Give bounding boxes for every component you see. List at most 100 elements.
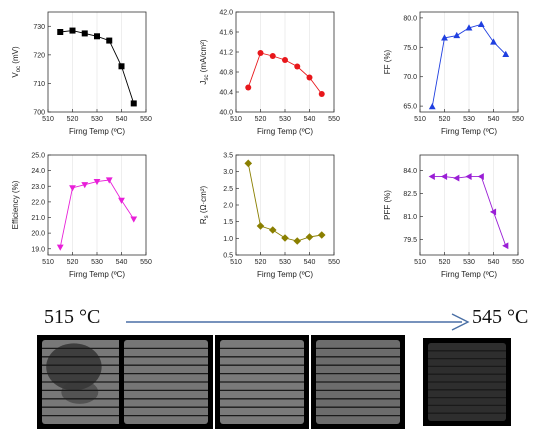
x-axis-label: Firng Temp (ºC)	[69, 127, 125, 136]
data-point	[94, 33, 100, 40]
x-tick-label: 540	[304, 116, 316, 123]
y-tick-label: 79.5	[403, 237, 417, 244]
y-tick-label: 65.0	[403, 104, 417, 111]
y-axis-label-main: PFF (%)	[383, 190, 392, 220]
data-point	[256, 222, 265, 230]
data-point	[81, 30, 88, 37]
chart-3: 510 520 530 540 550 65.0 70.0 75.0 80.0 Firng Tem…	[383, 11, 524, 136]
y-tick-label: 19.0	[31, 246, 45, 253]
y-axis-label-sub: s	[204, 215, 210, 218]
y-axis-label-main: R	[199, 218, 208, 224]
x-tick-label: 540	[488, 259, 500, 266]
data-point	[490, 38, 497, 45]
data-point	[293, 237, 302, 245]
data-point	[244, 159, 253, 168]
y-axis-label: Voc (mV)	[11, 46, 22, 78]
x-axis-label: Firng Temp (ºC)	[257, 270, 313, 279]
x-tick-label: 550	[328, 116, 340, 123]
data-point	[81, 182, 89, 189]
x-tick-label: 510	[230, 116, 242, 123]
x-tick-label: 530	[463, 259, 475, 266]
y-axis-label-main: V	[11, 72, 20, 78]
y-tick-label: 82.5	[403, 191, 417, 198]
x-tick-label: 510	[414, 116, 426, 123]
y-tick-label: 40.0	[219, 110, 233, 117]
el-dark-region	[61, 380, 99, 404]
data-point	[465, 24, 473, 31]
y-tick-label: 75.0	[403, 45, 417, 52]
chart-2: 510 520 530 540 550 40.0 40.4 40.8 41.2 41.6 42.0 F…	[199, 10, 340, 137]
y-tick-label: 21.0	[31, 215, 45, 222]
data-point	[318, 91, 325, 97]
x-tick-label: 520	[255, 116, 267, 123]
data-point	[453, 31, 461, 39]
el-image-515	[37, 335, 131, 429]
x-tick-label: 510	[230, 259, 242, 266]
y-tick-label: 1.5	[223, 219, 233, 226]
data-point	[56, 244, 64, 251]
x-axis-label: Firng Temp (ºC)	[441, 270, 497, 279]
data-point	[105, 177, 113, 184]
data-point	[118, 197, 125, 204]
data-point	[294, 63, 301, 70]
data-point	[93, 178, 101, 186]
y-axis-label-main: Efficiency (%)	[11, 180, 20, 229]
y-tick-label: 700	[33, 110, 45, 117]
data-point	[428, 103, 436, 110]
y-tick-label: 41.2	[219, 50, 233, 57]
y-tick-label: 0.5	[223, 253, 233, 260]
data-point	[245, 84, 252, 91]
x-tick-label: 520	[255, 259, 267, 266]
x-axis-label: Firng Temp (ºC)	[257, 127, 313, 136]
data-point	[477, 173, 484, 180]
y-tick-label: 84.0	[403, 168, 417, 175]
data-point	[502, 242, 509, 250]
y-axis-label-unit: (mA/cm²)	[199, 39, 208, 74]
y-tick-label: 710	[33, 81, 45, 88]
y-tick-label: 720	[33, 52, 45, 59]
y-axis-label-main: FF (%)	[383, 49, 392, 74]
x-axis-label: Firng Temp (ºC)	[441, 127, 497, 136]
y-tick-label: 70.0	[403, 74, 417, 81]
x-tick-label: 510	[42, 116, 54, 123]
el-image-520	[119, 335, 213, 429]
y-tick-label: 24.0	[31, 168, 45, 175]
temperature-end-label: 545 °C	[472, 306, 529, 328]
y-axis-label-sub: oc	[16, 66, 22, 72]
y-tick-label: 25.0	[31, 153, 45, 160]
data-point	[106, 37, 113, 44]
chart-4: 510 520 530 540 550 19.0 20.0 21.0 22.0 23.0 24.0 2…	[11, 153, 152, 280]
x-tick-label: 550	[140, 259, 152, 266]
data-point	[69, 27, 76, 34]
data-point	[441, 34, 448, 41]
y-axis-label: Efficiency (%)	[11, 180, 20, 229]
x-tick-label: 530	[279, 116, 291, 123]
data-point	[281, 234, 289, 242]
data-point	[269, 53, 276, 59]
data-point	[57, 29, 64, 35]
data-point	[477, 20, 485, 27]
charts-svg: 510 520 530 540 550 700 710 720 730 Firng Temp (º…	[11, 10, 524, 280]
data-point	[130, 100, 137, 107]
data-point	[317, 231, 326, 239]
y-tick-label: 3.5	[223, 153, 233, 160]
data-point	[257, 50, 264, 56]
x-tick-label: 540	[304, 259, 316, 266]
x-tick-label: 530	[279, 259, 291, 266]
y-tick-label: 23.0	[31, 184, 45, 191]
y-axis-label: PFF (%)	[383, 190, 392, 220]
data-point	[306, 74, 313, 81]
y-tick-label: 80.0	[403, 15, 417, 22]
data-point	[118, 63, 125, 70]
data-point	[268, 226, 277, 234]
y-axis-label: Jsc (mA/cm²)	[199, 39, 210, 84]
x-tick-label: 520	[439, 116, 451, 123]
x-tick-label: 520	[439, 259, 451, 266]
x-tick-label: 550	[328, 259, 340, 266]
y-tick-label: 41.6	[219, 30, 233, 37]
y-tick-label: 20.0	[31, 231, 45, 238]
chart-6: 510 520 530 540 550 79.5 81.0 82.5 84.0 Firng Tem…	[383, 154, 524, 279]
y-tick-label: 22.0	[31, 199, 45, 206]
el-dark-region	[46, 343, 102, 391]
y-axis-label: Rs (Ω·cm²)	[199, 186, 210, 225]
